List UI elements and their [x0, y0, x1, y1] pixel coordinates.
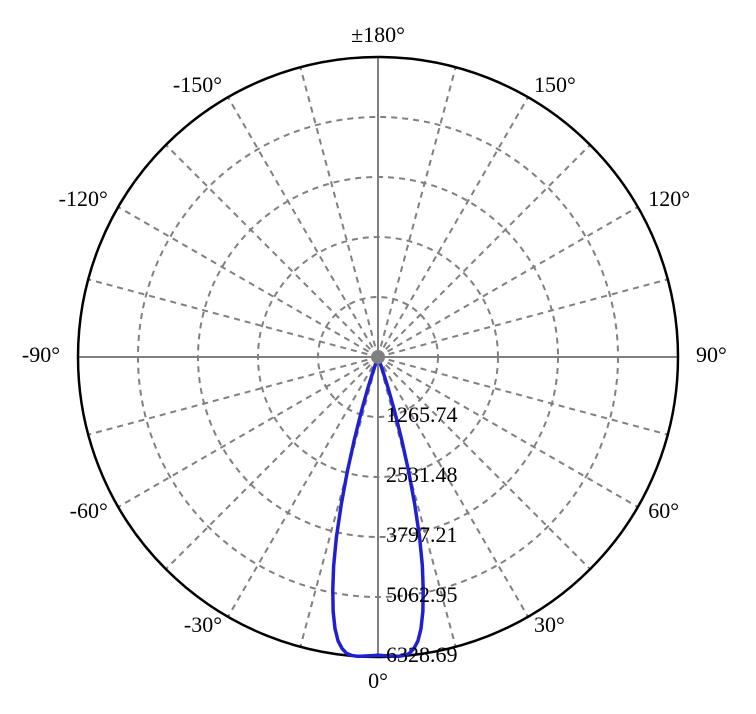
angular-tick-label: -90°: [22, 342, 60, 367]
grid-spoke: [88, 357, 378, 435]
radial-tick-label: 2531.48: [386, 462, 458, 487]
polar-origin: [371, 350, 385, 364]
grid-spoke: [166, 357, 378, 569]
radial-tick-label: 6328.69: [386, 642, 458, 667]
angular-tick-label: 60°: [648, 498, 679, 523]
grid-spoke: [118, 357, 378, 507]
angular-tick-label: 150°: [534, 72, 576, 97]
radial-tick-label: 5062.95: [386, 582, 458, 607]
grid-spoke: [378, 67, 456, 357]
angular-tick-label: 0°: [368, 668, 388, 693]
grid-spoke: [228, 97, 378, 357]
grid-spoke: [378, 97, 528, 357]
angular-tick-label: -150°: [173, 72, 222, 97]
grid-spoke: [88, 279, 378, 357]
grid-spoke: [166, 145, 378, 357]
grid-spoke: [378, 279, 668, 357]
angular-tick-label: 30°: [534, 612, 565, 637]
angular-tick-label: ±180°: [351, 22, 405, 47]
grid-spoke: [300, 67, 378, 357]
grid-spoke: [378, 145, 590, 357]
angular-tick-label: 120°: [648, 186, 690, 211]
radial-tick-label: 1265.74: [386, 402, 458, 427]
angular-tick-label: -120°: [59, 186, 108, 211]
radial-tick-label: 3797.21: [386, 522, 458, 547]
grid-spoke: [228, 357, 378, 617]
polar-chart: 0° 30° 60° 90° 120° 150° ±180° -150° -120° -90° -6…: [0, 0, 756, 714]
grid-spoke: [118, 207, 378, 357]
grid-spoke: [300, 357, 378, 647]
angular-tick-label: 90°: [696, 342, 727, 367]
angular-tick-label: -60°: [70, 498, 108, 523]
grid-spoke: [378, 207, 638, 357]
angular-tick-label: -30°: [184, 612, 222, 637]
